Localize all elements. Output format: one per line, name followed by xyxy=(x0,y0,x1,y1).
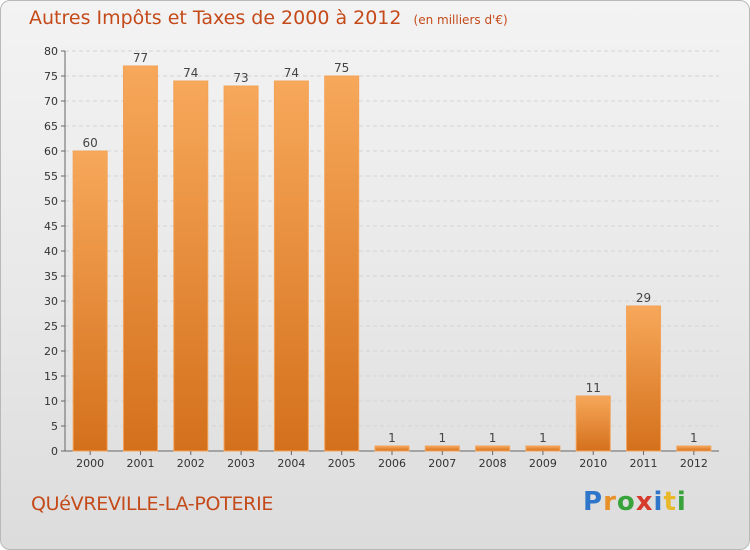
y-tick-label: 40 xyxy=(44,245,58,258)
unit-label: (en milliers d'€) xyxy=(413,13,508,27)
x-tick-label: 2011 xyxy=(630,457,658,470)
bar xyxy=(475,445,511,452)
bar xyxy=(273,80,309,452)
x-tick-label: 2012 xyxy=(680,457,708,470)
y-tick-label: 5 xyxy=(51,420,58,433)
y-tick-label: 50 xyxy=(44,195,58,208)
y-tick-label: 25 xyxy=(44,320,58,333)
y-tick-label: 65 xyxy=(44,120,58,133)
x-tick-label: 2007 xyxy=(428,457,456,470)
commune-name: QUéVREVILLE-LA-POTERIE xyxy=(31,493,274,515)
bar-value-label: 1 xyxy=(438,431,446,445)
bar xyxy=(324,75,360,452)
y-tick-label: 55 xyxy=(44,170,58,183)
x-tick-label: 2005 xyxy=(328,457,356,470)
chart-title: Autres Impôts et Taxes de 2000 à 2012 (e… xyxy=(29,7,508,29)
y-tick-label: 75 xyxy=(44,70,58,83)
bar-value-label: 75 xyxy=(334,61,349,75)
bar xyxy=(173,80,209,452)
x-tick-label: 2010 xyxy=(579,457,607,470)
bar xyxy=(72,150,108,452)
bar xyxy=(223,85,259,452)
bar xyxy=(374,445,410,452)
x-tick-label: 2006 xyxy=(378,457,406,470)
bar-value-label: 73 xyxy=(233,71,248,85)
y-tick-label: 0 xyxy=(51,445,58,458)
bar-value-label: 74 xyxy=(183,66,198,80)
bar xyxy=(676,445,712,452)
x-tick-label: 2001 xyxy=(126,457,154,470)
proxiti-logo: Proxiti xyxy=(583,487,687,517)
y-tick-label: 60 xyxy=(44,145,58,158)
y-tick-label: 10 xyxy=(44,395,58,408)
y-tick-label: 30 xyxy=(44,295,58,308)
bar-value-label: 11 xyxy=(586,381,601,395)
bar-value-label: 60 xyxy=(83,136,98,150)
bar xyxy=(122,65,158,452)
y-tick-label: 35 xyxy=(44,270,58,283)
y-tick-label: 70 xyxy=(44,95,58,108)
y-tick-label: 15 xyxy=(44,370,58,383)
bar-value-label: 29 xyxy=(636,291,651,305)
x-tick-label: 2000 xyxy=(76,457,104,470)
bar xyxy=(575,395,611,452)
x-tick-label: 2009 xyxy=(529,457,557,470)
bar-value-label: 74 xyxy=(284,66,299,80)
y-tick-label: 80 xyxy=(44,45,58,58)
bar-value-label: 1 xyxy=(489,431,497,445)
x-tick-label: 2003 xyxy=(227,457,255,470)
bar-value-label: 1 xyxy=(690,431,698,445)
bar xyxy=(525,445,561,452)
bar-value-label: 1 xyxy=(388,431,396,445)
y-tick-label: 45 xyxy=(44,220,58,233)
bar-value-label: 77 xyxy=(133,51,148,65)
x-tick-label: 2008 xyxy=(479,457,507,470)
x-tick-label: 2002 xyxy=(177,457,205,470)
x-tick-label: 2004 xyxy=(277,457,305,470)
bar xyxy=(626,305,662,452)
title-text: Autres Impôts et Taxes de 2000 à 2012 xyxy=(29,7,402,29)
bar-value-label: 1 xyxy=(539,431,547,445)
bar xyxy=(424,445,460,452)
y-tick-label: 20 xyxy=(44,345,58,358)
